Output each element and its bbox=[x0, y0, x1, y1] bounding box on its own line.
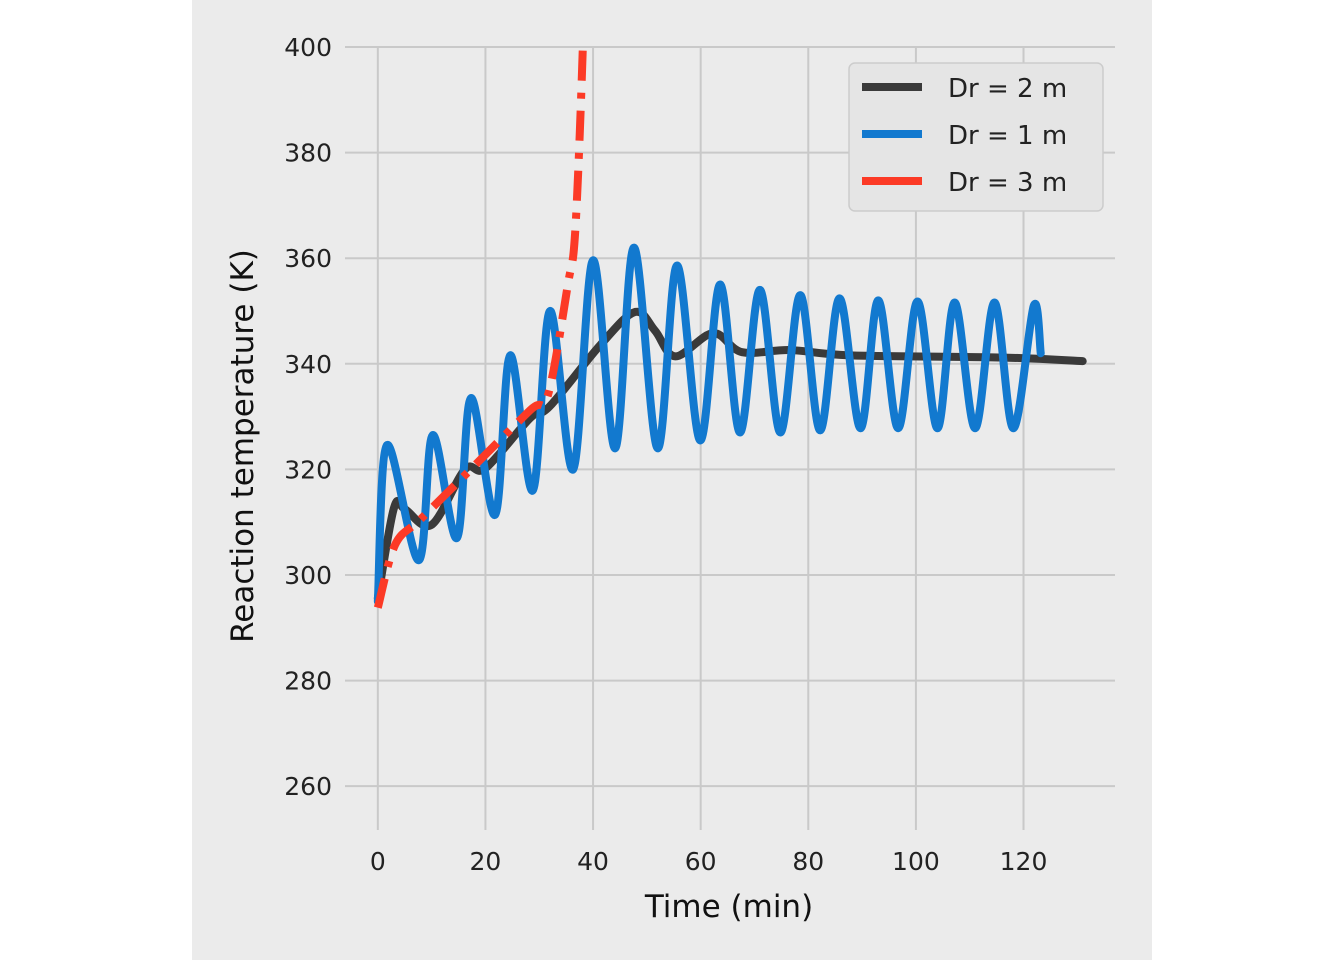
x-tick-label: 40 bbox=[577, 847, 609, 876]
legend-label: Dr = 3 m bbox=[948, 168, 1067, 198]
legend-label: Dr = 1 m bbox=[948, 121, 1067, 151]
series-line-3 bbox=[373, 47, 587, 609]
y-tick-label: 280 bbox=[284, 667, 332, 696]
y-tick-label: 400 bbox=[284, 33, 332, 62]
series-group bbox=[373, 47, 1087, 609]
x-tick-label: 100 bbox=[892, 847, 940, 876]
x-tick-label: 0 bbox=[370, 847, 386, 876]
x-axis-label: Time (min) bbox=[644, 889, 813, 925]
y-tick-label: 260 bbox=[284, 772, 332, 801]
x-tick-label: 20 bbox=[470, 847, 502, 876]
tick-labels: 0 20 40 60 80 100 120 260 280 300 320 340 360 380 400 bbox=[284, 33, 1047, 876]
y-tick-label: 380 bbox=[284, 139, 332, 168]
legend-box bbox=[848, 62, 1104, 212]
y-tick-label: 340 bbox=[284, 350, 332, 379]
x-tick-label: 120 bbox=[1000, 847, 1048, 876]
legend-label: Dr = 2 m bbox=[948, 74, 1067, 104]
y-axis-label: Reaction temperature (K) bbox=[225, 249, 261, 643]
y-tick-label: 360 bbox=[284, 244, 332, 273]
grid bbox=[345, 46, 1115, 830]
y-tick-label: 320 bbox=[284, 455, 332, 484]
y-tick-label: 300 bbox=[284, 561, 332, 590]
legend: Dr = 2 m Dr = 1 m Dr = 3 m bbox=[848, 62, 1104, 212]
x-tick-label: 60 bbox=[685, 847, 717, 876]
series-line-2 bbox=[373, 243, 1045, 606]
x-tick-label: 80 bbox=[792, 847, 824, 876]
